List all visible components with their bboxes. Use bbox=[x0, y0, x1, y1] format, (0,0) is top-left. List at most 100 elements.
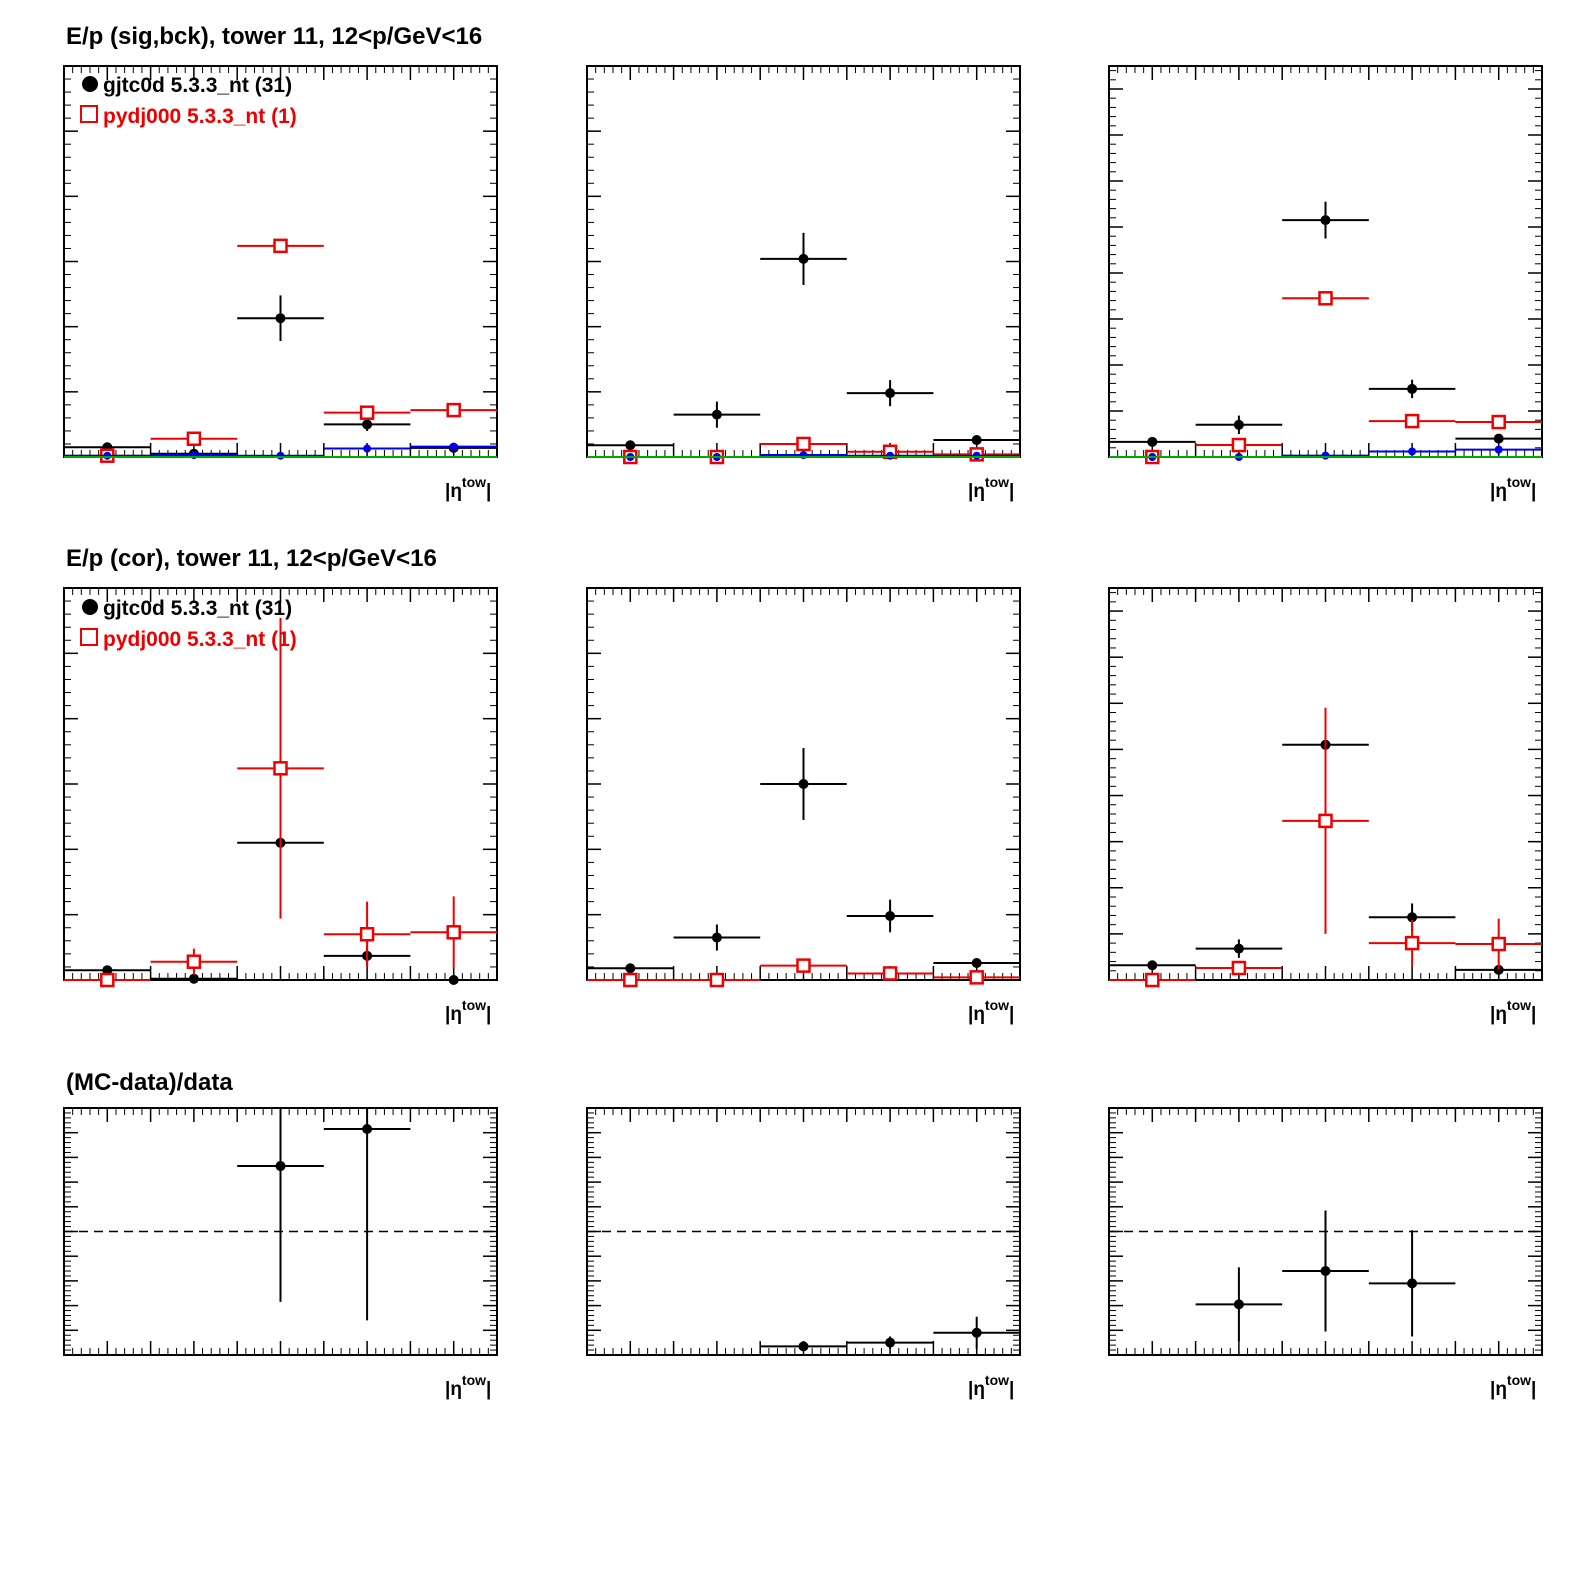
data-point bbox=[1407, 912, 1418, 923]
series-data bbox=[64, 295, 497, 459]
data-point bbox=[798, 253, 809, 264]
mc-point bbox=[186, 954, 202, 969]
mc-point bbox=[1404, 413, 1420, 429]
data-point bbox=[1493, 964, 1504, 975]
mc-point bbox=[186, 431, 202, 447]
mc-point bbox=[273, 761, 288, 776]
legend-mc-label: pydj000 5.3.3_nt (1) bbox=[103, 628, 297, 651]
legend-middle: gjtc0d 5.3.3_nt (31) pydj000 5.3.3_nt (1… bbox=[80, 597, 297, 651]
series-mc bbox=[587, 958, 1020, 988]
bck-data-point bbox=[276, 451, 285, 460]
mc-point bbox=[1318, 813, 1333, 829]
mc-point bbox=[1145, 972, 1160, 988]
panel-cor-em: |ηtow| bbox=[63, 587, 498, 1025]
bck-data-point bbox=[886, 451, 895, 460]
series-mc bbox=[587, 436, 1020, 465]
x-axis-label: |ηtow| bbox=[968, 997, 1014, 1025]
data-point bbox=[885, 388, 896, 399]
x-axis-label: |ηtow| bbox=[1490, 1372, 1536, 1400]
bck-data-point bbox=[103, 451, 112, 460]
legend-data-marker bbox=[82, 599, 98, 615]
mc-point bbox=[882, 966, 898, 981]
bck-data-point bbox=[1321, 451, 1330, 460]
series-mc bbox=[64, 238, 497, 463]
x-axis-label: |ηtow| bbox=[968, 1372, 1014, 1400]
data-point bbox=[885, 1337, 896, 1348]
data-point bbox=[1233, 943, 1244, 954]
data-point bbox=[798, 1341, 809, 1352]
bck-data-point bbox=[972, 451, 981, 460]
panel-sig-em: |ηtow| bbox=[63, 65, 498, 502]
mc-point bbox=[623, 972, 638, 988]
x-axis-label: |ηtow| bbox=[445, 1372, 491, 1400]
series-data bbox=[1195, 1210, 1456, 1342]
bck-data-point bbox=[363, 444, 372, 453]
mc-point bbox=[1491, 414, 1506, 430]
data-point bbox=[1147, 436, 1158, 447]
row-title-ratio: (MC-data)/data bbox=[66, 1069, 233, 1096]
series-mc bbox=[1109, 707, 1542, 988]
data-point bbox=[625, 963, 636, 974]
mc-point bbox=[1318, 291, 1333, 306]
mc-point bbox=[273, 238, 288, 254]
data-point bbox=[971, 435, 982, 446]
mc-point bbox=[1404, 935, 1420, 951]
x-axis-label: |ηtow| bbox=[1490, 997, 1536, 1025]
data-point bbox=[102, 965, 113, 976]
legend-mc-label: pydj000 5.3.3_nt (1) bbox=[103, 105, 297, 128]
x-axis-label: |ηtow| bbox=[1490, 474, 1536, 502]
data-point bbox=[885, 910, 896, 921]
series-data bbox=[587, 232, 1020, 451]
plot-frame bbox=[1108, 65, 1543, 458]
data-point bbox=[1147, 960, 1158, 971]
mc-point bbox=[1231, 437, 1247, 453]
mc-point bbox=[969, 970, 984, 985]
panel-ratio-em: |ηtow| bbox=[63, 1107, 498, 1400]
data-point bbox=[711, 932, 722, 943]
mc-point bbox=[1231, 960, 1247, 976]
bck-data-point bbox=[1408, 447, 1417, 456]
series-mc bbox=[64, 618, 497, 988]
data-point bbox=[1407, 383, 1418, 394]
x-axis-label: |ηtow| bbox=[445, 997, 491, 1025]
panel-sig-had: |ηtow| bbox=[586, 65, 1021, 502]
x-axis-label: |ηtow| bbox=[445, 474, 491, 502]
legend-data-label: gjtc0d 5.3.3_nt (31) bbox=[103, 597, 292, 620]
mc-point bbox=[796, 958, 811, 973]
data-point bbox=[275, 313, 286, 324]
data-point bbox=[362, 1123, 373, 1134]
bck-data-point bbox=[449, 442, 458, 451]
legend-data-marker bbox=[82, 76, 98, 92]
series-data bbox=[1109, 201, 1542, 447]
mc-point bbox=[446, 402, 461, 418]
mc-point bbox=[100, 972, 115, 988]
data-point bbox=[275, 1161, 286, 1172]
data-point bbox=[1320, 1266, 1331, 1277]
mc-point bbox=[1491, 936, 1506, 952]
legend-top: gjtc0d 5.3.3_nt (31) pydj000 5.3.3_nt (1… bbox=[80, 74, 297, 128]
data-point bbox=[971, 1327, 982, 1338]
x-axis-label: |ηtow| bbox=[968, 474, 1014, 502]
panel-cor-tot: |ηtow| bbox=[1108, 587, 1543, 1025]
bck-data-point bbox=[1494, 445, 1503, 454]
data-point bbox=[448, 975, 459, 985]
data-point bbox=[971, 958, 982, 969]
series-mc bbox=[1109, 291, 1542, 465]
panel-sig-tot: |ηtow| bbox=[1108, 65, 1543, 502]
legend-data-label: gjtc0d 5.3.3_nt (31) bbox=[103, 74, 292, 97]
legend-mc-marker bbox=[80, 105, 98, 123]
data-point bbox=[625, 440, 636, 451]
data-point bbox=[188, 973, 199, 984]
data-point bbox=[362, 419, 373, 430]
row-title-corrected: E/p (cor), tower 11, 12<p/GeV<16 bbox=[66, 545, 437, 572]
data-point bbox=[1233, 1299, 1244, 1310]
series-data bbox=[760, 1316, 1020, 1352]
data-point bbox=[711, 409, 722, 420]
panel-cor-had: |ηtow| bbox=[586, 587, 1021, 1025]
mc-point bbox=[709, 972, 725, 988]
data-point bbox=[1320, 215, 1331, 226]
data-point bbox=[1233, 419, 1244, 430]
data-point bbox=[1407, 1278, 1418, 1289]
panel-ratio-had: |ηtow| bbox=[586, 1107, 1021, 1400]
